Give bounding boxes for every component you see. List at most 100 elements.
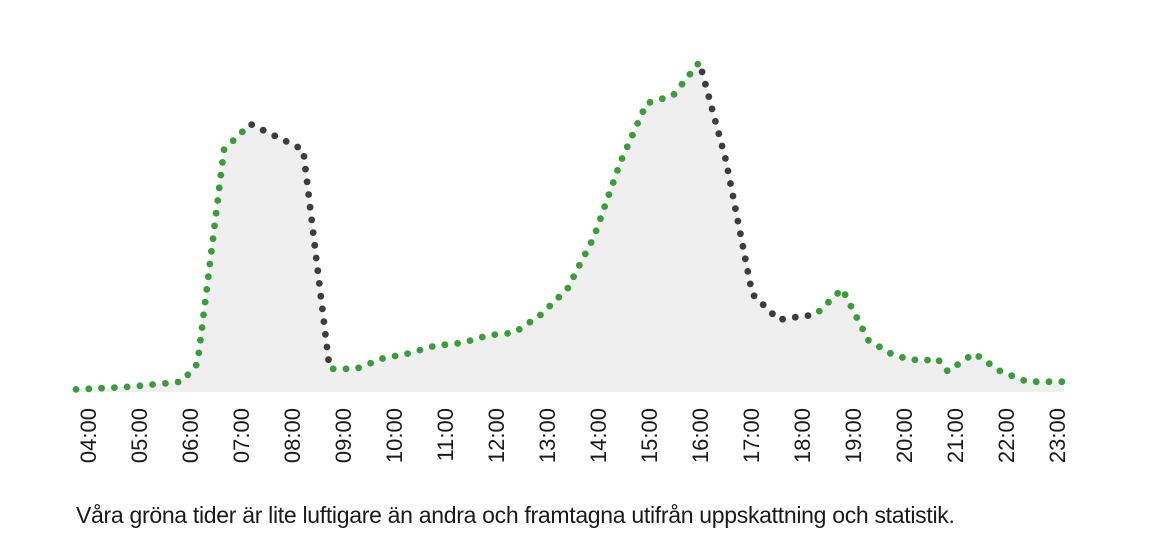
line-dot <box>329 365 337 373</box>
line-dot <box>739 242 747 250</box>
line-dot <box>319 305 326 313</box>
line-dot <box>911 356 919 364</box>
x-axis-ticks: 04:00 05:00 06:00 07:00 08:00 09:00 10:00 11:00… <box>76 408 1070 463</box>
line-dot <box>355 364 362 372</box>
x-tick-label: 08:00 <box>280 408 305 463</box>
line-dot <box>769 310 776 318</box>
line-dot <box>174 378 182 386</box>
line-dot <box>737 230 744 238</box>
line-dot <box>702 80 709 88</box>
line-dot <box>618 155 626 162</box>
line-dot <box>85 385 93 393</box>
line-dot <box>315 280 323 287</box>
line-dot <box>391 352 399 360</box>
line-dot <box>546 302 554 310</box>
line-dot <box>779 315 786 323</box>
line-dot <box>705 93 713 100</box>
line-dot <box>305 191 312 198</box>
x-tick-label: 06:00 <box>178 408 203 463</box>
x-tick-label: 14:00 <box>586 408 611 463</box>
chart-caption: Våra gröna tider är lite luftigare än an… <box>76 502 955 528</box>
line-dot <box>853 314 861 321</box>
line-dot <box>192 361 200 369</box>
x-tick-label: 11:00 <box>433 408 458 461</box>
x-tick-label: 22:00 <box>994 408 1019 463</box>
line-dot <box>741 255 749 263</box>
line-dot <box>727 180 734 187</box>
line-dot <box>718 142 726 150</box>
line-dot <box>899 354 906 361</box>
line-dot <box>208 247 215 255</box>
line-dot <box>834 289 841 297</box>
line-dot <box>597 215 604 223</box>
line-dot <box>271 132 279 140</box>
line-dot <box>204 273 212 281</box>
line-dot <box>136 382 144 390</box>
line-dot <box>815 307 823 315</box>
line-dot <box>300 153 308 160</box>
line-dot <box>323 343 331 351</box>
line-dot <box>211 222 218 230</box>
line-dot <box>248 121 256 128</box>
line-dot <box>592 227 600 235</box>
line-dot <box>1058 378 1066 386</box>
x-tick-label: 21:00 <box>943 408 968 463</box>
line-dot <box>215 184 223 192</box>
line-dot <box>149 381 157 388</box>
line-dot <box>722 155 729 162</box>
line-dot <box>841 291 849 299</box>
line-dot <box>964 354 972 361</box>
line-dot <box>325 356 332 364</box>
line-dot <box>658 95 666 103</box>
x-tick-label: 16:00 <box>688 408 713 463</box>
line-dot <box>317 292 325 300</box>
line-dot <box>428 343 436 350</box>
line-dot <box>197 336 204 344</box>
line-dot <box>220 146 228 154</box>
line-dot <box>212 209 220 217</box>
line-dot <box>954 361 961 368</box>
line-dot <box>887 349 894 357</box>
line-dot <box>623 143 631 151</box>
line-dot <box>162 379 169 387</box>
line-dot <box>859 325 866 333</box>
line-dot <box>111 384 118 391</box>
line-dot <box>975 353 983 360</box>
line-dot <box>686 70 694 78</box>
line-dot <box>214 197 222 204</box>
line-dot <box>217 171 225 179</box>
line-dot <box>629 131 636 139</box>
x-tick-label: 17:00 <box>739 408 764 463</box>
line-dot <box>200 311 207 319</box>
x-tick-label: 07:00 <box>229 408 254 463</box>
line-dot <box>282 138 290 145</box>
x-tick-label: 18:00 <box>790 408 815 463</box>
line-dot <box>203 286 211 293</box>
line-dot <box>294 143 302 151</box>
line-dot <box>587 239 595 246</box>
line-dot <box>678 80 686 88</box>
line-dot <box>201 298 209 306</box>
line-dot <box>614 167 621 174</box>
line-dot <box>198 324 206 331</box>
x-tick-label: 05:00 <box>127 408 152 463</box>
line-dot <box>195 349 203 357</box>
line-dot <box>698 68 706 76</box>
line-dot <box>634 120 641 127</box>
line-dot <box>209 235 217 243</box>
line-dot <box>670 90 678 98</box>
line-dot <box>1045 378 1053 386</box>
line-dot <box>1008 372 1016 380</box>
line-dot <box>441 341 449 349</box>
line-dot <box>308 216 316 224</box>
line-dot <box>526 318 534 326</box>
line-dot <box>303 178 311 186</box>
line-dot <box>1020 377 1028 384</box>
line-dot <box>555 293 563 301</box>
line-dot <box>123 383 131 391</box>
line-dot <box>367 359 374 367</box>
line-dot <box>935 357 943 365</box>
line-dot <box>416 346 424 354</box>
line-dot <box>306 203 314 211</box>
